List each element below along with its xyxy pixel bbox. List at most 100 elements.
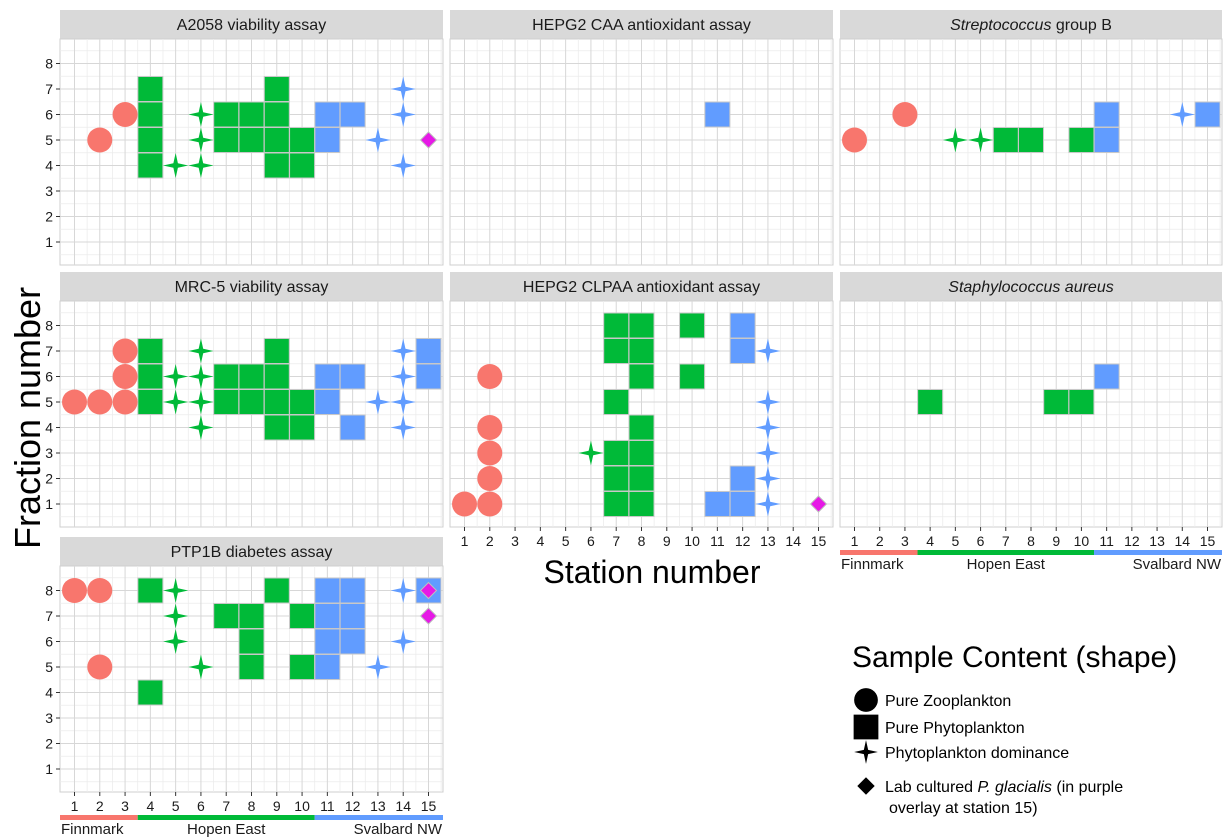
y-tick-label: 1: [45, 496, 53, 512]
square-point: [289, 127, 316, 153]
x-tick-label: 14: [785, 533, 801, 549]
circle-point: [112, 338, 138, 364]
square-point: [263, 577, 290, 604]
square-point: [917, 389, 944, 415]
square-point: [238, 363, 265, 390]
y-tick-label: 3: [45, 710, 53, 726]
square-point: [238, 603, 265, 629]
x-tick-label: 11: [710, 533, 725, 549]
circle-point: [87, 127, 113, 153]
x-tick-label: 9: [663, 533, 671, 549]
y-tick-label: 6: [45, 107, 53, 123]
y-tick-label: 2: [45, 209, 53, 225]
square-point: [238, 389, 265, 415]
star-point: [390, 153, 416, 178]
square-point: [314, 628, 341, 655]
region-label: Finnmark: [61, 821, 124, 838]
square-point: [263, 338, 290, 364]
y-tick-label: 6: [45, 634, 53, 650]
square-point: [1068, 389, 1095, 415]
square-point: [1068, 127, 1095, 153]
region-label: Svalbard NW: [354, 821, 443, 838]
x-tick-label: 1: [71, 798, 79, 814]
y-tick-label: 3: [45, 183, 53, 199]
panel-title: HEPG2 CLPAA antioxidant assay: [523, 279, 760, 296]
y-tick-label: 4: [45, 420, 53, 436]
star-point: [755, 338, 781, 364]
diamond-point: [419, 581, 438, 600]
square-point: [314, 127, 341, 153]
x-tick-label: 15: [1200, 533, 1216, 549]
square-point: [289, 152, 316, 179]
square-point: [137, 338, 164, 364]
square-point: [679, 312, 706, 339]
star-point: [390, 629, 416, 654]
legend-square-icon: [853, 714, 879, 740]
square-point: [1194, 101, 1221, 128]
data-points: [62, 338, 442, 441]
star-point: [163, 153, 189, 178]
square-point: [415, 338, 442, 364]
legend-item-square: Pure Phytoplankton: [853, 714, 1025, 740]
square-point: [339, 414, 366, 441]
x-axis-title: Station number: [543, 554, 760, 590]
square-point: [992, 127, 1019, 153]
circle-point: [477, 466, 503, 491]
panel-title: Staphylococcus aureus: [948, 279, 1113, 296]
square-point: [1018, 127, 1044, 153]
legend: Sample Content (shape) Pure ZooplanktonP…: [852, 641, 1177, 817]
square-point: [729, 312, 756, 339]
diamond-point: [419, 607, 438, 625]
x-tick-label: 2: [96, 798, 104, 814]
square-point: [213, 363, 240, 390]
panel-3: Streptococcus group B: [839, 10, 1223, 266]
y-tick-label: 2: [45, 471, 53, 487]
star-point: [390, 578, 416, 603]
square-point: [1043, 389, 1070, 415]
circle-point: [62, 578, 87, 603]
square-point: [238, 127, 265, 153]
square-point: [628, 338, 655, 364]
data-points: [704, 101, 731, 128]
star-point: [578, 440, 604, 466]
star-point: [188, 364, 214, 389]
y-axis-title: Fraction number: [7, 287, 48, 549]
x-tick-label: 4: [926, 533, 934, 549]
star-point: [390, 389, 416, 415]
square-point: [339, 101, 366, 128]
region-label: Hopen East: [187, 821, 266, 838]
y-tick-label: 5: [45, 659, 53, 675]
data-points: [842, 101, 1221, 153]
x-tick-label: 15: [421, 798, 437, 814]
star-point: [968, 127, 994, 153]
square-point: [314, 101, 341, 128]
star-point: [390, 102, 416, 127]
x-tick-label: 11: [320, 798, 335, 814]
x-tick-label: 9: [273, 798, 281, 814]
region-bar: [1094, 550, 1222, 555]
star-point: [188, 415, 214, 440]
legend-label: Pure Zooplankton: [885, 693, 1011, 710]
legend-label-line2: overlay at station 15): [889, 800, 1038, 817]
square-point: [238, 101, 265, 128]
star-point: [942, 127, 968, 153]
panel-strip: [840, 272, 1222, 301]
square-point: [603, 389, 630, 415]
square-point: [679, 363, 706, 390]
legend-label: Lab cultured P. glacialis (in purple: [885, 779, 1123, 796]
square-point: [628, 465, 655, 492]
x-tick-label: 11: [1099, 533, 1114, 549]
x-tick-label: 8: [1027, 533, 1035, 549]
square-point: [213, 127, 240, 153]
star-point: [188, 127, 214, 153]
x-tick-label: 5: [951, 533, 959, 549]
y-tick-label: 8: [45, 318, 53, 334]
legend-item-diamond: Lab cultured P. glacialis (in purple over…: [857, 777, 1123, 817]
star-point: [755, 491, 781, 517]
y-tick-label: 4: [45, 158, 53, 174]
x-tick-label: 10: [294, 798, 310, 814]
square-point: [339, 577, 366, 604]
panel-1: A2058 viability assay 1 2 3 4 5 6 7 8: [45, 10, 444, 266]
